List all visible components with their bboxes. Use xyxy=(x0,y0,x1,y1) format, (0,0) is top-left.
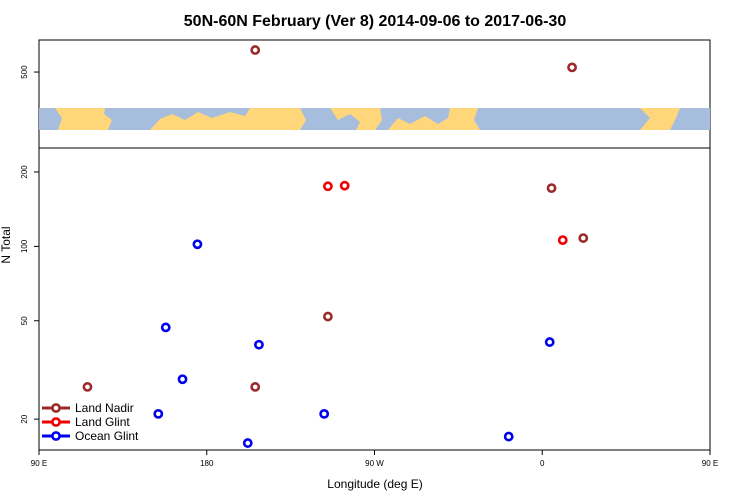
x-tick-label: 180 xyxy=(200,459,214,468)
map-ocean-atlantic xyxy=(375,108,450,130)
ocean-glint-point xyxy=(242,438,253,448)
y-axis: 20 50 100 200 500 xyxy=(20,65,39,424)
data-points xyxy=(82,45,589,448)
ocean-glint-point xyxy=(160,322,171,333)
land-nadir-point xyxy=(546,183,557,194)
ocean-glint-point xyxy=(544,337,555,347)
land-nadir-point xyxy=(250,382,261,392)
ocean-glint-point xyxy=(503,431,514,442)
top-panel-frame xyxy=(38,39,711,149)
legend-marker-land-glint xyxy=(51,417,61,427)
legend-label-land-glint: Land Glint xyxy=(75,415,130,429)
x-tick-label: 90 E xyxy=(31,459,47,468)
y-tick-label: 200 xyxy=(20,165,29,179)
chart-title: 50N-60N February (Ver 8) 2014-09-06 to 2… xyxy=(184,13,567,30)
legend-label-ocean-glint: Ocean Glint xyxy=(75,429,139,443)
ocean-glint-point xyxy=(177,374,188,385)
main-panel-frame xyxy=(38,147,711,451)
land-glint-point xyxy=(557,235,568,246)
ocean-glint-point xyxy=(254,339,264,350)
x-tick-label: 90 E xyxy=(702,459,718,468)
x-tick-label: 90 W xyxy=(365,459,384,468)
x-axis-label: Longitude (deg E) xyxy=(327,477,422,491)
land-nadir-point xyxy=(578,233,589,243)
land-glint-point xyxy=(323,181,333,192)
land-nadir-point xyxy=(323,311,333,322)
legend-marker-ocean-glint xyxy=(51,431,61,441)
map-ocean-3 xyxy=(474,108,650,130)
x-tick-label: 0 xyxy=(540,459,545,468)
y-tick-label: 500 xyxy=(20,65,29,79)
land-nadir-point xyxy=(82,382,93,392)
ocean-glint-point xyxy=(192,239,203,250)
y-tick-label: 50 xyxy=(20,316,29,325)
land-glint-point xyxy=(339,180,350,191)
legend-marker-land-nadir xyxy=(51,403,61,413)
land-nadir-point xyxy=(250,45,261,55)
world-map-strip xyxy=(39,108,710,130)
ocean-glint-point xyxy=(153,408,164,419)
map-ocean-1 xyxy=(39,108,62,130)
y-tick-label: 100 xyxy=(20,239,29,253)
y-tick-label: 20 xyxy=(20,414,29,423)
map-ocean-pacific xyxy=(104,108,250,130)
ocean-glint-point xyxy=(319,408,330,419)
y-axis-label: N Total xyxy=(0,226,13,263)
x-axis: 90 E 180 90 W 0 90 E xyxy=(31,450,718,468)
land-nadir-point xyxy=(567,62,577,73)
map-ocean-4 xyxy=(670,108,710,130)
map-ocean-2 xyxy=(300,108,360,130)
legend-label-land-nadir: Land Nadir xyxy=(75,401,134,415)
